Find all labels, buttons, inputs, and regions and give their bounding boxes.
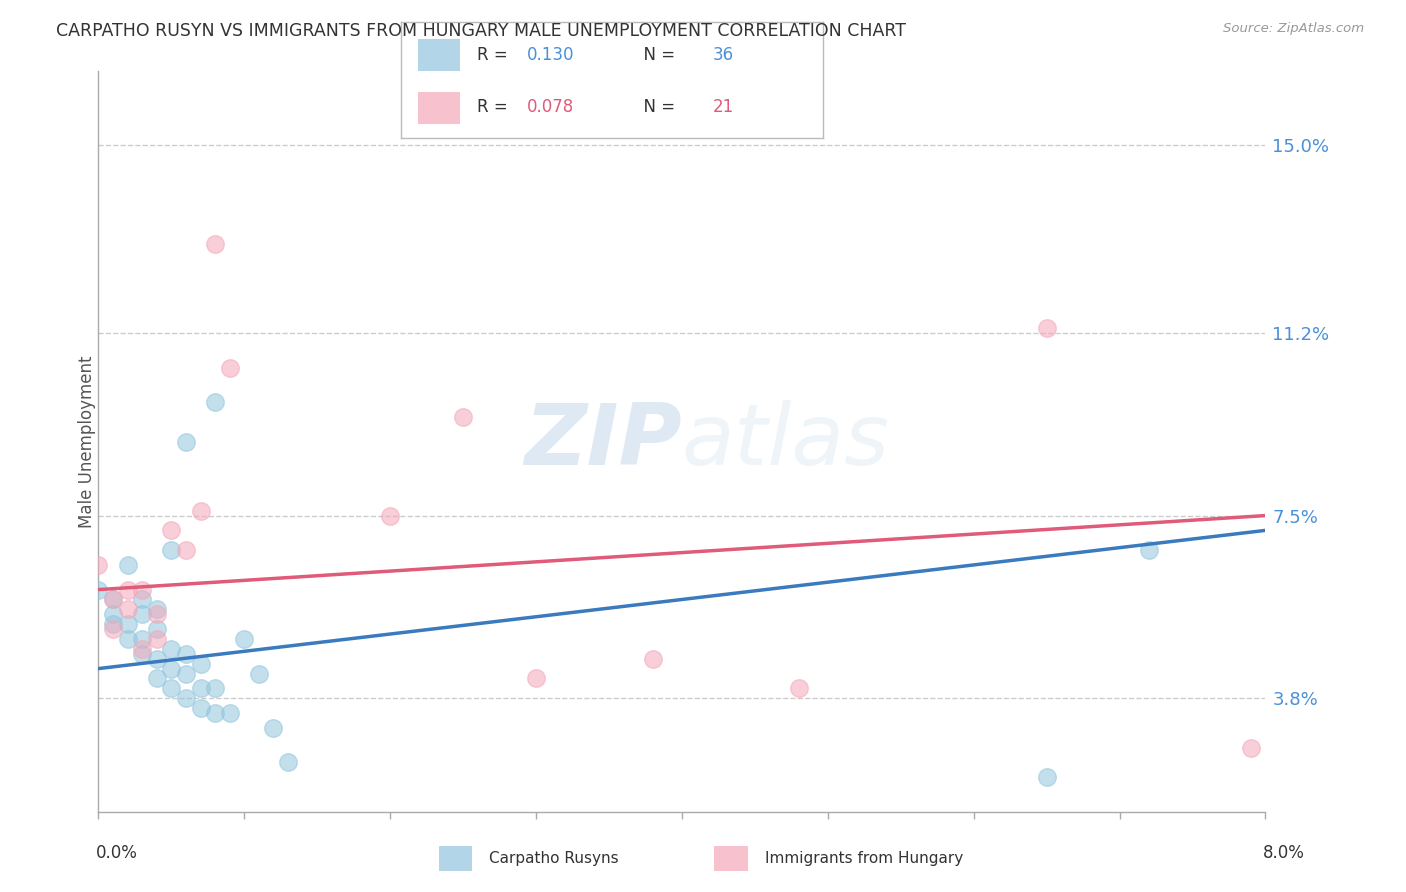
Point [101,617,124,632]
Text: atlas: atlas [682,400,890,483]
Point [1035,321,1057,335]
Point [174,647,197,661]
Point [101,622,124,636]
Point [117,558,139,572]
Point [146,651,169,665]
Point [174,666,197,681]
Point [174,434,197,449]
Point [101,607,124,622]
Point [190,701,212,715]
Point [174,691,197,706]
Point [1035,770,1057,784]
Bar [418,92,460,124]
Text: 0.0%: 0.0% [96,844,138,862]
Text: R =: R = [477,98,513,116]
Text: Immigrants from Hungary: Immigrants from Hungary [765,851,963,865]
Text: 21: 21 [713,98,734,116]
Point [262,721,284,735]
Text: 8.0%: 8.0% [1263,844,1305,862]
Point [146,632,169,646]
Point [1137,543,1160,558]
Point [131,592,153,607]
Text: N =: N = [633,45,681,63]
Point [146,607,169,622]
Point [190,681,212,696]
Point [146,672,169,686]
Bar [418,38,460,71]
Text: CARPATHO RUSYN VS IMMIGRANTS FROM HUNGARY MALE UNEMPLOYMENT CORRELATION CHART: CARPATHO RUSYN VS IMMIGRANTS FROM HUNGAR… [56,22,907,40]
Point [190,503,212,517]
Point [87,558,110,572]
Point [131,647,153,661]
Point [160,641,183,656]
Point [247,666,270,681]
Y-axis label: Male Unemployment: Male Unemployment [79,355,96,528]
Point [87,582,110,597]
Point [204,395,226,409]
Bar [439,846,472,871]
Text: Source: ZipAtlas.com: Source: ZipAtlas.com [1223,22,1364,36]
Point [117,617,139,632]
Text: 0.130: 0.130 [527,45,575,63]
Point [160,662,183,676]
Point [101,592,124,607]
Point [277,756,299,770]
Point [117,582,139,597]
Text: N =: N = [633,98,681,116]
Text: R =: R = [477,45,513,63]
Point [204,237,226,252]
Point [451,409,474,424]
Point [160,681,183,696]
Text: ZIP: ZIP [524,400,682,483]
Point [160,524,183,538]
Point [233,632,256,646]
Point [117,632,139,646]
Point [218,706,240,720]
Point [190,657,212,671]
Text: 0.078: 0.078 [527,98,575,116]
Point [131,632,153,646]
Point [160,543,183,558]
Point [204,706,226,720]
Point [218,360,240,375]
Point [524,672,547,686]
Point [101,592,124,607]
Point [1240,740,1263,755]
Point [131,582,153,597]
Text: 36: 36 [713,45,734,63]
Point [787,681,810,696]
Point [146,622,169,636]
Point [117,602,139,616]
Point [204,681,226,696]
Point [380,508,402,523]
Point [174,543,197,558]
Point [131,641,153,656]
Point [131,607,153,622]
Text: Carpatho Rusyns: Carpatho Rusyns [489,851,619,865]
Bar [714,846,748,871]
Point [146,602,169,616]
Point [641,651,664,665]
